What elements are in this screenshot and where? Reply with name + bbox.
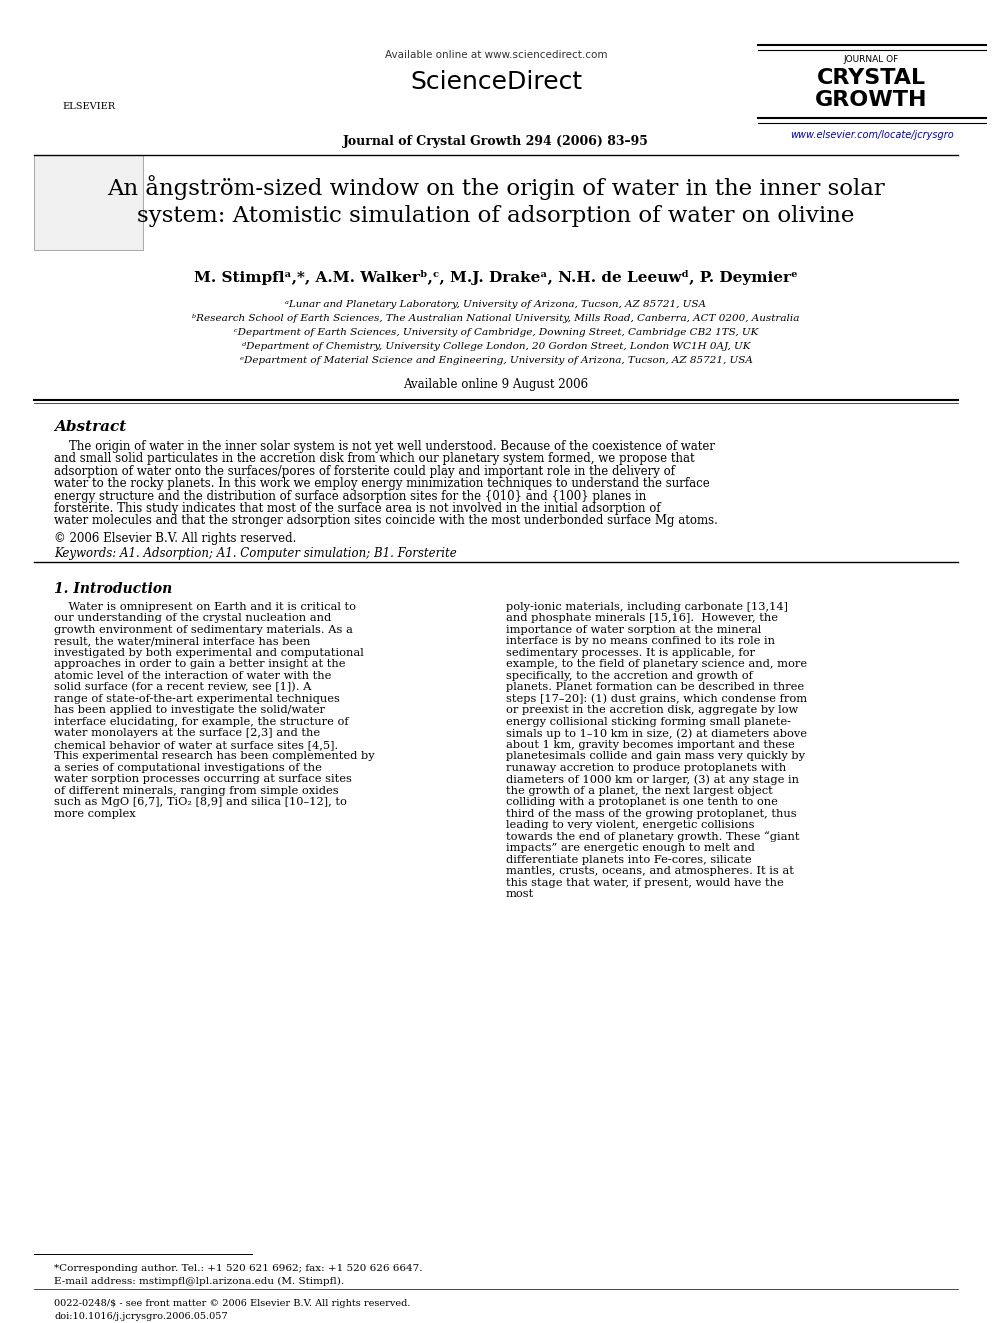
Text: importance of water sorption at the mineral: importance of water sorption at the mine… [506, 624, 761, 635]
Text: mantles, crusts, oceans, and atmospheres. It is at: mantles, crusts, oceans, and atmospheres… [506, 867, 794, 876]
Text: runaway accretion to produce protoplanets with: runaway accretion to produce protoplanet… [506, 763, 786, 773]
Text: towards the end of planetary growth. These “giant: towards the end of planetary growth. The… [506, 832, 800, 843]
Text: and small solid particulates in the accretion disk from which our planetary syst: and small solid particulates in the accr… [54, 452, 694, 466]
Text: third of the mass of the growing protoplanet, thus: third of the mass of the growing protopl… [506, 808, 797, 819]
Text: interface elucidating, for example, the structure of: interface elucidating, for example, the … [54, 717, 348, 726]
Text: about 1 km, gravity becomes important and these: about 1 km, gravity becomes important an… [506, 740, 795, 750]
Text: most: most [506, 889, 534, 900]
Text: Available online 9 August 2006: Available online 9 August 2006 [404, 377, 588, 390]
Text: Available online at www.sciencedirect.com: Available online at www.sciencedirect.co… [385, 50, 607, 60]
Text: differentiate planets into Fe-cores, silicate: differentiate planets into Fe-cores, sil… [506, 855, 752, 865]
Text: ELSEVIER: ELSEVIER [62, 102, 115, 111]
Text: Water is omnipresent on Earth and it is critical to: Water is omnipresent on Earth and it is … [54, 602, 356, 613]
Text: water to the rocky planets. In this work we employ energy minimization technique: water to the rocky planets. In this work… [54, 478, 709, 490]
Text: range of state-of-the-art experimental techniques: range of state-of-the-art experimental t… [54, 693, 340, 704]
Text: of different minerals, ranging from simple oxides: of different minerals, ranging from simp… [54, 786, 338, 795]
Text: ScienceDirect: ScienceDirect [410, 70, 582, 94]
Text: atomic level of the interaction of water with the: atomic level of the interaction of water… [54, 671, 331, 681]
Text: water sorption processes occurring at surface sites: water sorption processes occurring at su… [54, 774, 352, 785]
Text: specifically, to the accretion and growth of: specifically, to the accretion and growt… [506, 671, 753, 681]
Text: interface is by no means confined to its role in: interface is by no means confined to its… [506, 636, 775, 647]
Text: This experimental research has been complemented by: This experimental research has been comp… [54, 751, 375, 761]
Text: forsterite. This study indicates that most of the surface area is not involved i: forsterite. This study indicates that mo… [54, 501, 661, 515]
Text: steps [17–20]: (1) dust grains, which condense from: steps [17–20]: (1) dust grains, which co… [506, 693, 807, 704]
Text: *Corresponding author. Tel.: +1 520 621 6962; fax: +1 520 626 6647.: *Corresponding author. Tel.: +1 520 621 … [54, 1263, 423, 1273]
Text: more complex: more complex [54, 808, 136, 819]
Text: Abstract: Abstract [54, 419, 126, 434]
Text: 1. Introduction: 1. Introduction [54, 582, 173, 595]
Text: has been applied to investigate the solid/water: has been applied to investigate the soli… [54, 705, 325, 716]
Text: this stage that water, if present, would have the: this stage that water, if present, would… [506, 877, 784, 888]
Text: and phosphate minerals [15,16].  However, the: and phosphate minerals [15,16]. However,… [506, 614, 778, 623]
Text: Journal of Crystal Growth 294 (2006) 83–95: Journal of Crystal Growth 294 (2006) 83–… [343, 135, 649, 148]
Text: example, to the field of planetary science and, more: example, to the field of planetary scien… [506, 659, 807, 669]
Text: planets. Planet formation can be described in three: planets. Planet formation can be describ… [506, 683, 805, 692]
Text: the growth of a planet, the next largest object: the growth of a planet, the next largest… [506, 786, 773, 795]
Text: simals up to 1–10 km in size, (2) at diameters above: simals up to 1–10 km in size, (2) at dia… [506, 728, 806, 738]
Text: our understanding of the crystal nucleation and: our understanding of the crystal nucleat… [54, 614, 331, 623]
Text: planetesimals collide and gain mass very quickly by: planetesimals collide and gain mass very… [506, 751, 805, 761]
Text: such as MgO [6,7], TiO₂ [8,9] and silica [10–12], to: such as MgO [6,7], TiO₂ [8,9] and silica… [54, 798, 347, 807]
Bar [34, 155, 143, 250]
Text: ᵇResearch School of Earth Sciences, The Australian National University, Mills Ro: ᵇResearch School of Earth Sciences, The … [192, 314, 800, 323]
Text: GROWTH: GROWTH [815, 90, 928, 110]
Text: diameters of 1000 km or larger, (3) at any stage in: diameters of 1000 km or larger, (3) at a… [506, 774, 799, 785]
Text: © 2006 Elsevier B.V. All rights reserved.: © 2006 Elsevier B.V. All rights reserved… [54, 532, 297, 545]
Text: ᵈDepartment of Chemistry, University College London, 20 Gordon Street, London WC: ᵈDepartment of Chemistry, University Col… [242, 341, 750, 351]
Text: or preexist in the accretion disk, aggregate by low: or preexist in the accretion disk, aggre… [506, 705, 799, 716]
Text: a series of computational investigations of the: a series of computational investigations… [54, 763, 321, 773]
Text: M. Stimpflᵃ,*, A.M. Walkerᵇ,ᶜ, M.J. Drakeᵃ, N.H. de Leeuwᵈ, P. Deymierᵉ: M. Stimpflᵃ,*, A.M. Walkerᵇ,ᶜ, M.J. Drak… [194, 270, 798, 284]
Text: An ångström-sized window on the origin of water in the inner solar
system: Atomi: An ångström-sized window on the origin o… [107, 175, 885, 226]
Text: CRYSTAL: CRYSTAL [817, 67, 927, 87]
Text: adsorption of water onto the surfaces/pores of forsterite could play and importa: adsorption of water onto the surfaces/po… [54, 464, 675, 478]
Text: energy structure and the distribution of surface adsorption sites for the {010} : energy structure and the distribution of… [54, 490, 646, 503]
Text: energy collisional sticking forming small planete-: energy collisional sticking forming smal… [506, 717, 791, 726]
Text: Keywords: A1. Adsorption; A1. Computer simulation; B1. Forsterite: Keywords: A1. Adsorption; A1. Computer s… [54, 546, 456, 560]
Text: The origin of water in the inner solar system is not yet well understood. Becaus: The origin of water in the inner solar s… [54, 439, 715, 452]
Text: doi:10.1016/j.jcrysgro.2006.05.057: doi:10.1016/j.jcrysgro.2006.05.057 [54, 1311, 227, 1320]
Text: ᵉDepartment of Material Science and Engineering, University of Arizona, Tucson, : ᵉDepartment of Material Science and Engi… [239, 356, 753, 365]
Text: poly-ionic materials, including carbonate [13,14]: poly-ionic materials, including carbonat… [506, 602, 788, 613]
Text: investigated by both experimental and computational: investigated by both experimental and co… [54, 648, 364, 658]
Text: sedimentary processes. It is applicable, for: sedimentary processes. It is applicable,… [506, 648, 755, 658]
Text: water molecules and that the stronger adsorption sites coincide with the most un: water molecules and that the stronger ad… [54, 515, 718, 528]
Text: growth environment of sedimentary materials. As a: growth environment of sedimentary materi… [54, 624, 353, 635]
Text: www.elsevier.com/locate/jcrysgro: www.elsevier.com/locate/jcrysgro [790, 130, 953, 140]
Text: ᶜDepartment of Earth Sciences, University of Cambridge, Downing Street, Cambridg: ᶜDepartment of Earth Sciences, Universit… [234, 328, 758, 336]
Text: result, the water/mineral interface has been: result, the water/mineral interface has … [54, 636, 310, 647]
Text: leading to very violent, energetic collisions: leading to very violent, energetic colli… [506, 820, 754, 831]
Text: ᵃLunar and Planetary Laboratory, University of Arizona, Tucson, AZ 85721, USA: ᵃLunar and Planetary Laboratory, Univers… [286, 300, 706, 308]
Text: E-mail address: mstimpfl@lpl.arizona.edu (M. Stimpfl).: E-mail address: mstimpfl@lpl.arizona.edu… [54, 1277, 344, 1286]
Text: solid surface (for a recent review, see [1]). A: solid surface (for a recent review, see … [54, 683, 311, 693]
Text: approaches in order to gain a better insight at the: approaches in order to gain a better ins… [54, 659, 345, 669]
Text: 0022-0248/$ - see front matter © 2006 Elsevier B.V. All rights reserved.: 0022-0248/$ - see front matter © 2006 El… [54, 1299, 411, 1307]
Text: colliding with a protoplanet is one tenth to one: colliding with a protoplanet is one tent… [506, 798, 778, 807]
Text: water monolayers at the surface [2,3] and the: water monolayers at the surface [2,3] an… [54, 728, 320, 738]
Text: JOURNAL OF: JOURNAL OF [844, 56, 899, 64]
Text: chemical behavior of water at surface sites [4,5].: chemical behavior of water at surface si… [54, 740, 338, 750]
Text: impacts” are energetic enough to melt and: impacts” are energetic enough to melt an… [506, 843, 755, 853]
